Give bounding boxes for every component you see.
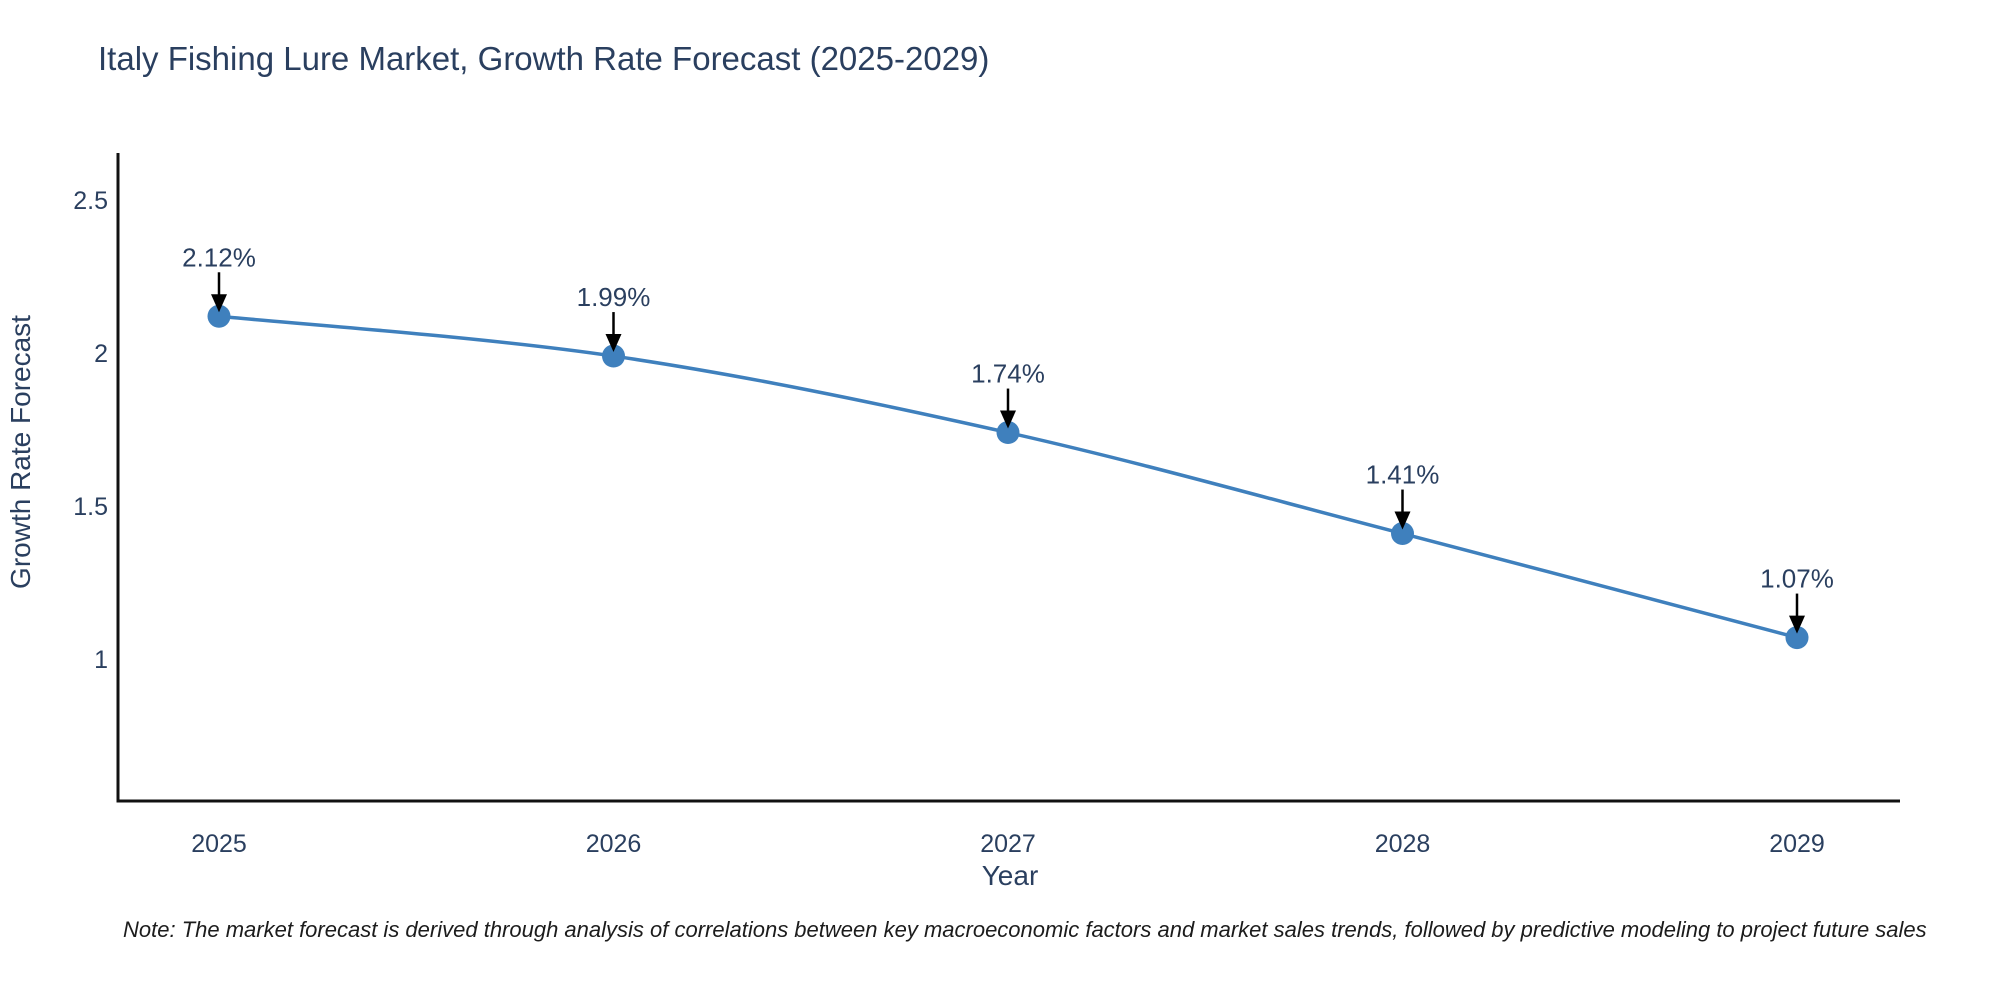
data-point-marker[interactable]: [1785, 626, 1809, 650]
data-point-marker[interactable]: [602, 344, 625, 368]
annotation-arrowhead-icon: [605, 334, 622, 353]
y-tick-label: 1.5: [73, 493, 108, 521]
x-tick-label: 2027: [980, 830, 1036, 858]
y-tick-label: 2: [94, 340, 108, 368]
x-tick-label: 2029: [1769, 830, 1825, 858]
annotation-label: 1.07%: [1760, 564, 1834, 594]
footnote: Note: The market forecast is derived thr…: [123, 917, 1927, 942]
annotation-arrowhead-icon: [1000, 410, 1016, 429]
x-tick-label: 2026: [586, 830, 642, 858]
y-tick-label: 2.5: [73, 187, 108, 215]
annotation-arrowhead-icon: [1394, 511, 1411, 530]
y-axis-title: Growth Rate Forecast: [5, 315, 36, 589]
annotation-label: 2.12%: [182, 242, 256, 272]
annotation-arrowhead-icon: [1789, 615, 1805, 634]
y-tick-label: 1: [94, 646, 108, 674]
data-point-marker[interactable]: [996, 421, 1020, 445]
x-tick-label: 2025: [191, 830, 247, 858]
data-point-marker[interactable]: [1391, 522, 1414, 546]
data-point-marker[interactable]: [207, 304, 231, 328]
axis-lines: [116, 153, 1900, 803]
x-axis-title: Year: [982, 860, 1039, 891]
annotation-label: 1.41%: [1366, 460, 1440, 490]
x-tick-label: 2028: [1375, 830, 1431, 858]
annotation-label: 1.99%: [577, 282, 651, 312]
annotation-label: 1.74%: [971, 359, 1045, 389]
chart-title: Italy Fishing Lure Market, Growth Rate F…: [98, 40, 990, 77]
annotation-arrowhead-icon: [211, 294, 227, 313]
